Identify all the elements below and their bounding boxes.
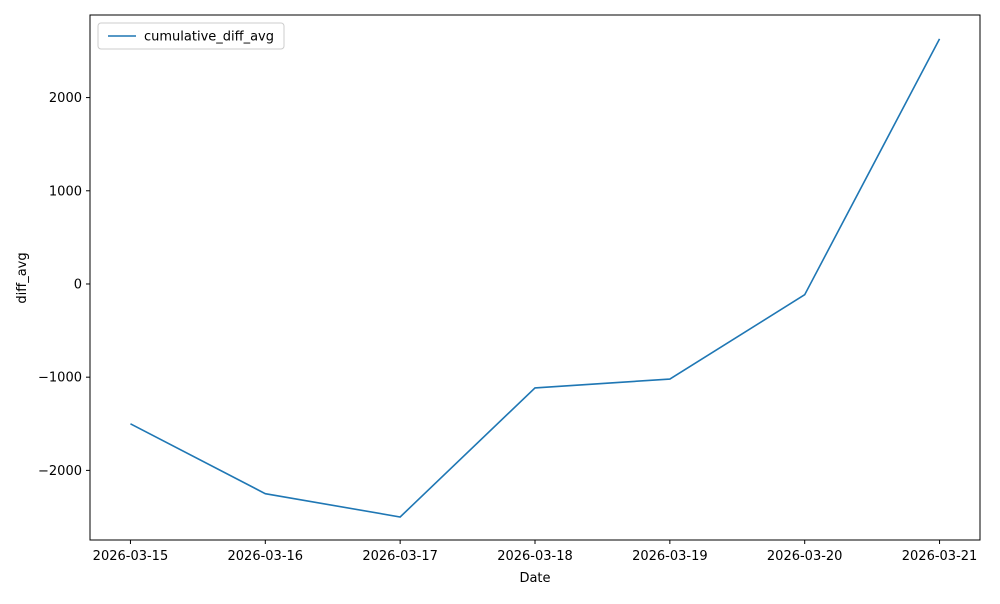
x-tick-label: 2026-03-21: [902, 549, 978, 564]
legend-box: [97, 22, 285, 50]
x-tick-label: 2026-03-15: [93, 549, 169, 564]
x-tick-label: 2026-03-19: [632, 549, 708, 564]
y-tick-label: 0: [74, 277, 82, 292]
x-tick-label: 2026-03-20: [767, 549, 843, 564]
x-tick-label: 2026-03-18: [497, 549, 573, 564]
x-axis-label: Date: [519, 571, 550, 586]
y-tick-label: −1000: [38, 371, 82, 386]
y-axis-label: diff_avg: [15, 252, 30, 303]
y-tick-label: 2000: [49, 91, 82, 106]
data-line: [130, 38, 941, 518]
legend-label: cumulative_diff_avg: [144, 30, 274, 45]
y-tick-label: −2000: [38, 464, 82, 479]
x-tick-label: 2026-03-16: [228, 549, 304, 564]
x-tick-label: 2026-03-17: [362, 549, 438, 564]
plot-frame: [89, 14, 981, 541]
y-tick-label: 1000: [49, 184, 82, 199]
